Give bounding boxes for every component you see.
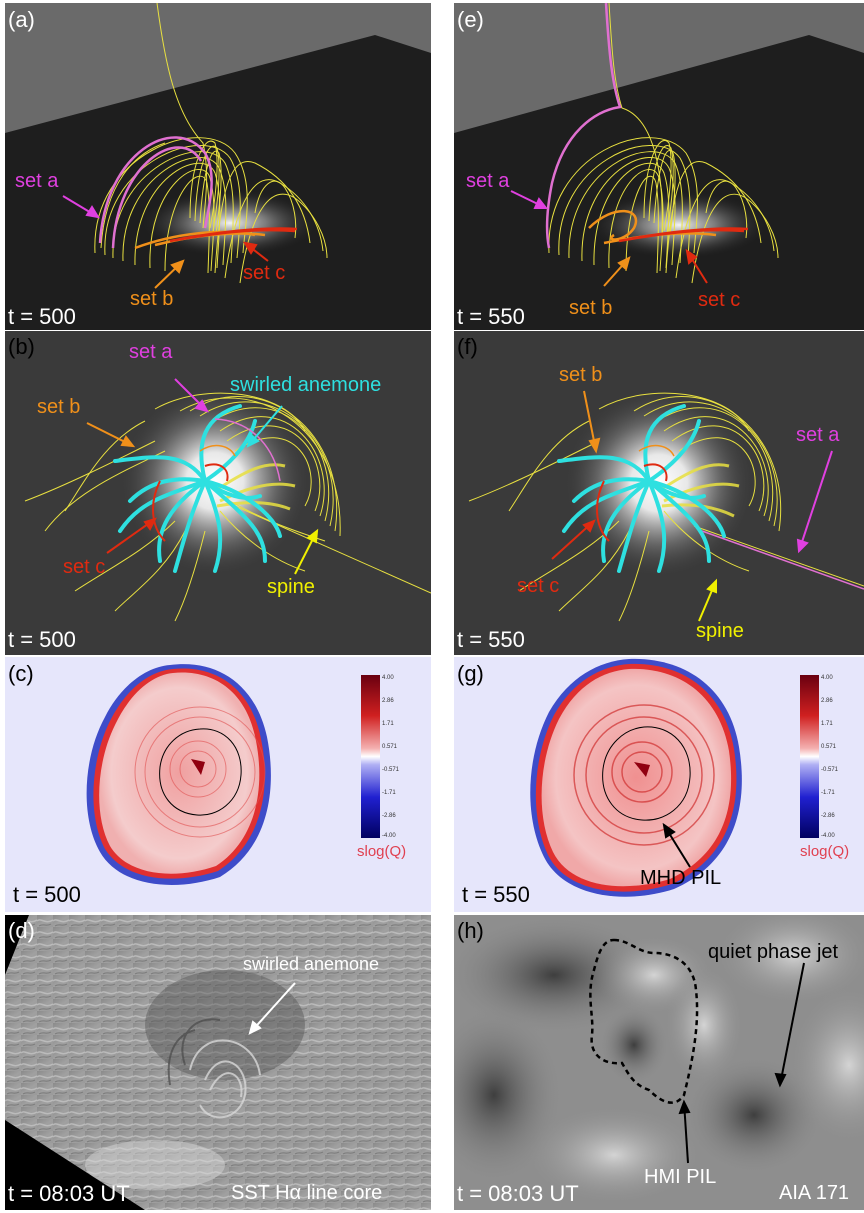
colorbar-title: slog(Q) [357,843,407,860]
colorbar-tick: 4.00 [821,675,833,681]
spine-label: spine [696,620,744,642]
mhd-pil-label: MHD PIL [640,867,722,889]
panel-a-label: (a) [8,7,35,32]
set-a-label: set a [15,170,59,192]
panel-a-render [5,3,431,289]
set-b-label: set b [569,297,613,319]
panel-e-time: t = 550 [457,304,525,329]
panel-a-time: t = 500 [8,304,76,329]
colorbar-tick: -4.00 [821,833,835,839]
panel-h-time: t = 08:03 UT [457,1181,579,1206]
panel-h: (h) quiet phase jet HMI PIL t = 08:03 UT… [454,915,864,1210]
colorbar-tick: 1.71 [821,721,833,727]
colorbar-tick: -0.571 [821,767,839,773]
colorbar-tick: 1.71 [382,721,394,727]
colorbar-tick: 0.571 [382,744,398,750]
panel-b-render [24,378,431,622]
hmi-pil-label: HMI PIL [644,1166,717,1188]
panel-h-render [454,915,864,1205]
panel-e-render [454,3,864,287]
colorbar-tick: 2.86 [382,698,394,704]
panel-h-label: (h) [457,918,484,943]
colorbar-tick: -1.71 [821,790,835,796]
colorbar-tick: -1.71 [382,790,396,796]
panel-d-time: t = 08:03 UT [8,1181,130,1206]
set-c-label: set c [517,575,560,597]
panel-f-time: t = 550 [457,627,525,652]
panel-g-label: (g) [457,661,484,686]
panel-c: (c) 4.00 2.86 1.71 0.571 -0.571 -1.71 -2… [5,657,431,912]
set-b-label: set b [559,364,603,386]
panel-b-label: (b) [8,334,35,359]
panel-e: (e) set a set b set c t = 550 [454,3,864,330]
set-c-label: set c [698,289,741,311]
panel-d: (d) swirled anemone t = 08:03 UT SST Hα … [5,915,431,1210]
set-a-label: set a [466,170,510,192]
spine-label: spine [267,576,315,598]
set-a-label: set a [796,424,840,446]
panel-f-render [468,388,864,622]
set-b-label: set b [130,288,174,310]
colorbar-tick: -2.86 [382,813,396,819]
panel-g: (g) 4.00 2.86 1.71 0.571 -0.571 -1.71 -2… [454,657,864,912]
set-b-label: set b [37,396,81,418]
panel-c-time: t = 500 [13,882,81,907]
swirled-anemone-label: swirled anemone [230,374,382,396]
panel-b: (b) set a swirled anemone set b set c sp… [5,331,431,655]
panel-c-label: (c) [8,661,34,686]
panel-c-render [86,664,380,885]
swirled-anemone-label: swirled anemone [243,954,380,974]
panel-b-time: t = 500 [8,627,76,652]
panel-g-time: t = 550 [462,882,530,907]
panel-a: (a) set a set b set c t = 500 [5,3,431,330]
panel-e-label: (e) [457,7,484,32]
set-c-label: set c [243,262,286,284]
colorbar-tick: -2.86 [821,813,835,819]
panel-f-label: (f) [457,334,478,359]
colorbar-tick: 0.571 [821,744,837,750]
set-c-label: set c [63,556,106,578]
colorbar-tick: 2.86 [821,698,833,704]
panel-d-render [5,915,431,1210]
colorbar-tick: 4.00 [382,675,394,681]
instrument-label: SST Hα line core [231,1182,383,1204]
colorbar-tick: -0.571 [382,767,400,773]
instrument-label: AIA 171 [779,1182,850,1204]
colorbar-title: slog(Q) [800,843,850,860]
quiet-phase-jet-label: quiet phase jet [708,941,839,963]
panel-d-label: (d) [8,918,35,943]
set-a-label: set a [129,341,173,363]
colorbar-tick: -4.00 [382,833,396,839]
panel-g-render [530,658,819,897]
panel-f: (f) set b set a set c spine t = 550 [454,331,864,655]
